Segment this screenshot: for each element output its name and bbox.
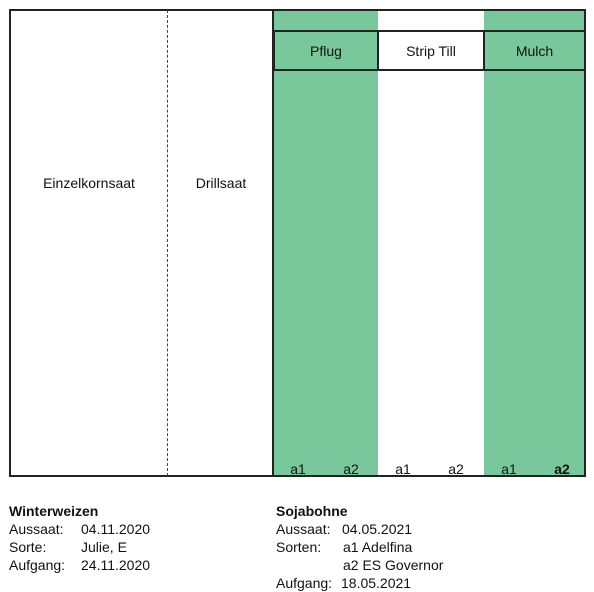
sojabohne-aufgang-value: 18.05.2021 — [341, 575, 412, 591]
winterweizen-title: Winterweizen — [9, 503, 99, 519]
pflug-a1-label: a1 — [290, 461, 306, 477]
sojabohne-sorten-row: Sorten: a1 Adelfina — [276, 538, 576, 556]
winterweizen-sorte-label: Sorte: — [9, 539, 47, 555]
mulch-label: Mulch — [515, 42, 554, 59]
pflug-strip — [273, 10, 378, 476]
strip-till-a2-label: a2 — [448, 461, 464, 477]
strip-till-a1-label: a1 — [395, 461, 411, 477]
sojabohne-aufgang-row: Aufgang: 18.05.2021 — [276, 574, 576, 592]
sojabohne-sorte-2-spacer — [276, 556, 343, 574]
sojabohne-sorten-label: Sorten: — [276, 539, 322, 555]
pflug-label: Pflug — [310, 42, 342, 59]
sojabohne-aussaat-value: 04.05.2021 — [342, 521, 413, 537]
winterweizen-sorte-row: Sorte: Julie, E — [9, 538, 259, 556]
winterweizen-aufgang-value: 24.11.2020 — [81, 557, 151, 573]
sojabohne-sorte-1: a1 Adelfina — [343, 539, 413, 555]
winterweizen-aufgang-label: Aufgang: — [9, 557, 66, 573]
sojabohne-sorte-2: a2 ES Governor — [343, 557, 444, 573]
drillsaat-label: Drillsaat — [195, 175, 247, 191]
winterweizen-aussaat-label: Aussaat: — [9, 521, 64, 537]
winterweizen-legend: Winterweizen Aussaat: 04.11.2020 Sorte: … — [9, 502, 259, 574]
einzelkornsaat-label: Einzelkornsaat — [43, 175, 135, 191]
pflug-header: Pflug — [273, 30, 379, 71]
sojabohne-aufgang-label: Aufgang: — [276, 575, 333, 591]
mulch-a1-label: a1 — [501, 461, 517, 477]
strip-till-header: Strip Till — [377, 30, 485, 71]
mulch-header: Mulch — [483, 30, 586, 71]
sojabohne-sorte-2-row: a2 ES Governor — [276, 556, 576, 574]
plot-frame — [9, 9, 586, 477]
sojabohne-aussaat-row: Aussaat: 04.05.2021 — [276, 520, 576, 538]
winterweizen-sorte-value: Julie, E — [81, 539, 127, 555]
winterweizen-aufgang-row: Aufgang: 24.11.2020 — [9, 556, 259, 574]
winterweizen-aussaat-row: Aussaat: 04.11.2020 — [9, 520, 259, 538]
sojabohne-title: Sojabohne — [276, 503, 348, 519]
drillsaat-treatment-divider — [272, 10, 274, 476]
winterweizen-aussaat-value: 04.11.2020 — [81, 521, 151, 537]
mulch-a2-label: a2 — [554, 461, 570, 477]
sojabohne-aussaat-label: Aussaat: — [276, 521, 331, 537]
pflug-a2-label: a2 — [343, 461, 359, 477]
sojabohne-legend: Sojabohne Aussaat: 04.05.2021 Sorten: a1… — [276, 502, 576, 592]
einzelkorn-drillsaat-divider — [167, 10, 168, 476]
mulch-strip — [484, 10, 585, 476]
strip-till-label: Strip Till — [406, 42, 456, 59]
